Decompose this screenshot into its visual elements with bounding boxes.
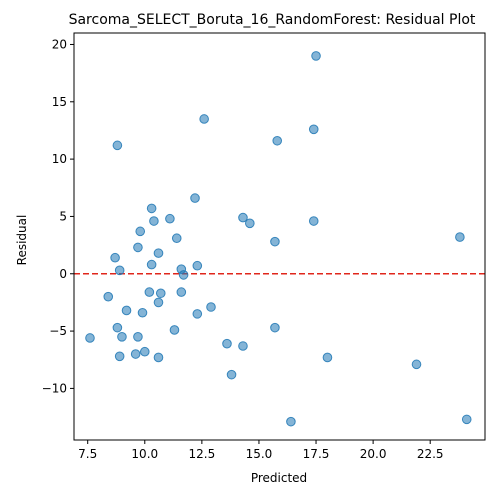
- x-axis-label: Predicted: [251, 471, 307, 485]
- data-point: [238, 212, 248, 223]
- x-tick-label: 17.5: [303, 447, 330, 461]
- data-point: [112, 140, 123, 151]
- data-point: [171, 233, 182, 244]
- y-tick-label: −5: [49, 324, 67, 338]
- data-point: [114, 265, 125, 276]
- data-point: [226, 369, 237, 380]
- x-axis-ticks: 7.5 10.0 12.5 15.0 17.5 20.0 22.5: [78, 440, 444, 461]
- data-point: [103, 291, 114, 302]
- data-point: [114, 351, 125, 362]
- data-point: [169, 325, 180, 335]
- data-point: [135, 226, 146, 237]
- y-axis-label: Residual: [15, 215, 29, 266]
- data-point: [176, 287, 187, 297]
- data-point: [286, 416, 296, 427]
- data-point: [178, 270, 189, 280]
- data-point: [117, 332, 127, 342]
- data-point: [238, 341, 248, 351]
- chart-title: Sarcoma_SELECT_Boruta_16_RandomForest: R…: [69, 12, 476, 28]
- y-tick-label: 20: [52, 37, 67, 51]
- data-point: [153, 297, 164, 308]
- data-point: [455, 232, 465, 242]
- data-point: [222, 338, 232, 349]
- data-point: [411, 359, 422, 370]
- y-tick-label: 0: [59, 267, 67, 281]
- data-point: [461, 414, 472, 425]
- y-tick-label: 5: [59, 209, 67, 223]
- data-point: [153, 248, 164, 258]
- points-layer: [85, 51, 472, 427]
- data-point: [153, 352, 164, 363]
- y-tick-label: 10: [52, 152, 67, 166]
- data-point: [272, 135, 283, 146]
- y-tick-label: 15: [52, 95, 67, 109]
- data-point: [206, 302, 216, 312]
- data-point: [146, 259, 157, 270]
- x-tick-label: 22.5: [417, 447, 444, 461]
- data-point: [199, 114, 209, 124]
- data-point: [130, 349, 141, 359]
- data-point: [270, 322, 280, 333]
- data-point: [133, 242, 143, 253]
- data-point: [311, 51, 321, 61]
- data-point: [121, 305, 132, 316]
- plot-frame: [73, 32, 486, 441]
- data-point: [322, 352, 333, 363]
- data-point: [146, 203, 157, 214]
- data-point: [139, 346, 150, 357]
- x-tick-label: 20.0: [360, 447, 387, 461]
- data-point: [245, 218, 255, 229]
- x-tick-label: 10.0: [131, 447, 158, 461]
- data-point: [165, 213, 175, 224]
- data-point: [133, 332, 143, 342]
- data-point: [308, 216, 319, 226]
- data-point: [155, 288, 166, 299]
- data-point: [192, 260, 203, 271]
- y-axis-ticks: −10 −5 0 5 10 15 20: [42, 37, 74, 395]
- data-point: [308, 124, 319, 135]
- data-point: [137, 307, 148, 318]
- data-point: [192, 309, 203, 319]
- x-tick-label: 15.0: [246, 447, 273, 461]
- data-point: [190, 193, 200, 203]
- data-point: [270, 236, 280, 247]
- y-tick-label: −10: [42, 381, 67, 395]
- data-point: [110, 252, 120, 263]
- data-point: [112, 322, 123, 333]
- data-point: [144, 287, 155, 297]
- x-tick-label: 12.5: [189, 447, 216, 461]
- x-tick-label: 7.5: [78, 447, 97, 461]
- data-point: [85, 333, 95, 343]
- data-point: [149, 216, 159, 226]
